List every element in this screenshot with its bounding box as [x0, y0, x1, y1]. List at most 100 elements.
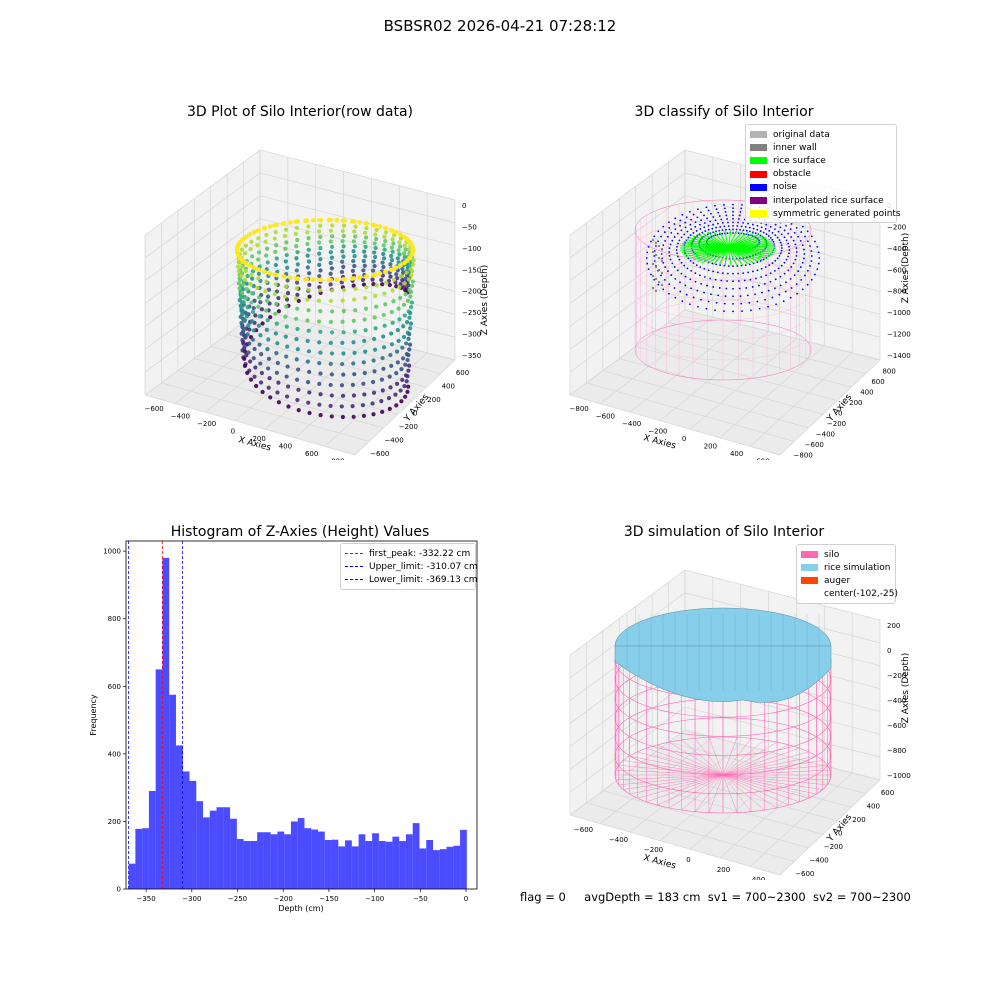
- noise-point: [783, 261, 786, 264]
- noise-point: [795, 247, 798, 250]
- scatter-point: [372, 315, 377, 320]
- rice-surface-point: [712, 230, 729, 249]
- scatter-point: [373, 245, 378, 251]
- scatter-point: [318, 234, 323, 239]
- scatter-point: [247, 232, 252, 237]
- scatter-point: [374, 283, 379, 288]
- noise-point: [714, 219, 717, 222]
- z-tick-label: −1000: [887, 772, 911, 780]
- scatter-point: [330, 309, 335, 314]
- scatter-point: [372, 347, 378, 352]
- z-axis-label: Z Axies (Depth): [901, 653, 911, 724]
- noise-point: [684, 284, 687, 287]
- inner-wall-point: [654, 253, 658, 257]
- scatter-point: [295, 326, 300, 332]
- noise-point: [792, 239, 795, 242]
- noise-point: [696, 216, 699, 219]
- scatter-point: [404, 319, 410, 325]
- scatter-point: [256, 267, 262, 273]
- noise-point: [767, 289, 770, 292]
- noise-point: [668, 251, 671, 253]
- scatter-point: [382, 247, 387, 252]
- legend-entry: original data: [750, 128, 890, 141]
- scatter-point: [305, 230, 310, 235]
- scatter-point: [307, 390, 312, 395]
- silo-floor-spoke: [646, 774, 724, 803]
- scatter-points: [234, 217, 416, 420]
- legend-label: obstacle: [773, 169, 811, 180]
- histogram-bar: [148, 791, 156, 889]
- noise-point: [726, 221, 729, 224]
- histogram-bar: [405, 834, 413, 889]
- y-tick-label: 200: [427, 396, 440, 404]
- noise-point: [689, 234, 692, 237]
- scatter-point: [307, 271, 312, 276]
- noise-point: [747, 222, 749, 225]
- scatter-point: [341, 351, 346, 356]
- scatter-point: [386, 278, 392, 283]
- noise-point: [797, 235, 800, 238]
- noise-point: [773, 228, 776, 231]
- noise-point: [816, 268, 819, 271]
- scatter-point: [328, 271, 333, 276]
- y-tick-label: −200: [824, 843, 843, 851]
- scatter-point: [264, 298, 270, 303]
- scatter-point: [240, 282, 245, 287]
- scatter-point: [256, 295, 262, 300]
- noise-point: [721, 232, 724, 235]
- scatter-point: [255, 243, 260, 248]
- noise-point: [679, 219, 682, 222]
- scatter-point: [363, 254, 368, 259]
- noise-point: [801, 261, 804, 264]
- noise-point: [662, 244, 665, 247]
- scatter-point: [372, 369, 377, 374]
- scatter-point: [389, 342, 395, 347]
- scatter-point: [363, 349, 368, 354]
- rice-surface-point: [718, 247, 729, 266]
- scatter-point: [265, 318, 270, 323]
- legend-label: center(-102,-25): [824, 589, 898, 600]
- legend-label: silo: [824, 549, 840, 560]
- noise-point: [647, 245, 650, 248]
- noise-point: [662, 261, 665, 264]
- scatter-point: [251, 305, 256, 311]
- scatter-point: [260, 321, 265, 326]
- scatter-point: [328, 361, 333, 367]
- back-pane: [145, 150, 455, 395]
- scatter-point: [329, 266, 335, 271]
- noise-point: [685, 216, 688, 219]
- noise-point: [653, 278, 656, 281]
- noise-point: [732, 214, 734, 217]
- z-tick-label: −1200: [887, 331, 911, 339]
- silo-floor-spoke: [615, 769, 724, 776]
- noise-point: [717, 222, 719, 225]
- scatter-point: [330, 288, 335, 293]
- scatter-point: [364, 285, 369, 290]
- z-tick-label: −400: [887, 245, 906, 253]
- scatter-point: [303, 276, 308, 282]
- x-tick-label: 200: [704, 442, 717, 450]
- scatter-point: [395, 360, 400, 365]
- noise-point: [715, 263, 718, 266]
- rice-surface-point: [702, 232, 729, 249]
- depth-histogram[interactable]: −350 −300 −250 −200 −150 −100 −50 0 0 200 400 600 8…: [80, 535, 490, 920]
- scatter-point: [285, 344, 290, 349]
- silo-floor-spoke: [722, 774, 828, 786]
- noise-point: [754, 293, 756, 296]
- noise-point: [700, 219, 702, 222]
- scatter-point: [361, 258, 366, 264]
- noise-point: [739, 211, 742, 213]
- scatter-point: [381, 345, 387, 350]
- noise-point: [750, 309, 752, 312]
- scatter-point: [388, 385, 393, 390]
- scatter-point: [264, 327, 269, 332]
- noise-point: [663, 231, 666, 233]
- noise-point: [663, 279, 666, 281]
- noise-point: [657, 283, 660, 286]
- noise-point: [789, 296, 792, 299]
- noise-point: [723, 203, 725, 206]
- noise-point: [689, 259, 692, 262]
